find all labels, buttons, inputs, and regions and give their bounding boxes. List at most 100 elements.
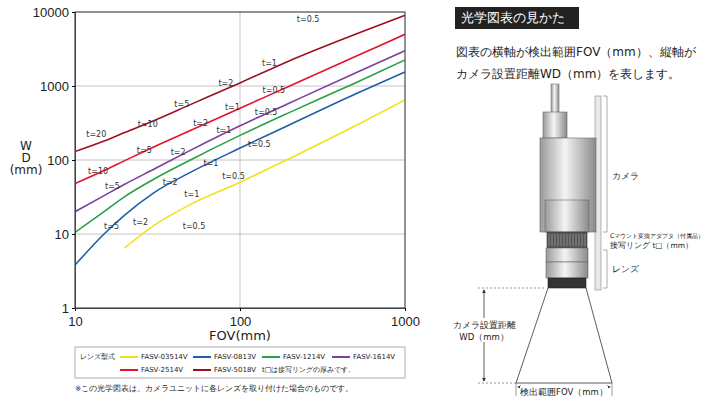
x-tick: 10: [68, 308, 82, 329]
y-tick: 100: [47, 153, 75, 168]
fov-edge: [586, 288, 612, 383]
legend-swatch: [193, 356, 211, 358]
thickness-label: t=1: [216, 126, 231, 135]
thickness-label: t=5: [137, 146, 152, 155]
thickness-label: t=0.5: [222, 172, 245, 181]
x-axis: 10 100 1000: [68, 308, 420, 329]
knurl: [576, 234, 577, 246]
y-tick: 1: [62, 301, 75, 316]
lens-bracket: [603, 250, 607, 288]
legend-box: [75, 347, 405, 378]
legend-label: FASV-2514V: [141, 366, 183, 374]
x-axis-line: [76, 309, 406, 312]
series-line: [75, 72, 405, 265]
plot-frame: [75, 12, 405, 308]
wd-label: WD（mm）: [459, 332, 509, 342]
y-axis: 1 10 100 1000 10000: [33, 5, 76, 316]
y-tick-mark: [72, 160, 75, 161]
wd-extension: [478, 383, 516, 384]
series-line: [75, 34, 405, 183]
explanation: 光学図表の見かた図表の横軸が検出範囲FOV（mm）、縦軸がカメラ設置距離WD（m…: [437, 7, 704, 398]
thickness-label: t=20: [86, 130, 106, 139]
y-tick: 10000: [33, 5, 75, 20]
y-tick-label: 10000: [33, 5, 69, 20]
wd-extension: [478, 288, 546, 289]
y-tick-label: 10: [55, 227, 69, 242]
thickness-label: t=5: [105, 182, 120, 191]
y-tick-label: 100: [47, 153, 69, 168]
fov-extension: [516, 383, 517, 396]
knurl: [573, 234, 574, 246]
fov-base: [516, 383, 612, 384]
camera-body: [540, 138, 596, 232]
thickness-label: t=0.5: [183, 222, 206, 231]
legend: レンズ型式FASV-03514VFASV-0813VFASV-1214VFASV…: [75, 347, 405, 378]
y-tick: 1000: [40, 79, 75, 94]
y-tick-mark: [72, 234, 75, 235]
legend-label: FASV-03514V: [141, 353, 188, 361]
legend-swatch: [262, 356, 280, 358]
legend-swatch: [332, 356, 350, 358]
description: 図表の横軸が検出範囲FOV（mm）、縦軸が: [456, 45, 697, 59]
y-tick-label: 1000: [40, 79, 69, 94]
thickness-label: t=10: [88, 167, 108, 176]
y-axis-title: (mm): [10, 163, 43, 177]
adapter-label: Cマウント変換アダプタ（付属品）: [610, 232, 704, 240]
legend-label: FASV-1614V: [353, 353, 395, 361]
connector: [543, 112, 567, 138]
fov-label-bg: [520, 386, 608, 398]
x-axis-title: FOV(mm): [209, 328, 271, 343]
knurl: [567, 234, 568, 246]
legend-label: FASV-5018V: [214, 366, 256, 374]
lens-label: レンズ: [612, 264, 640, 274]
x-tick-label: 100: [230, 314, 252, 329]
fov-label: 検出範囲FOV（mm）: [520, 387, 608, 397]
y-tick-label: 1: [62, 301, 69, 316]
heading: 光学図表の見かた: [461, 10, 565, 25]
legend-swatch: [193, 369, 211, 371]
thickness-label: t=0.5: [297, 15, 320, 24]
description: カメラ設置距離WD（mm）を表します。: [456, 67, 680, 81]
knurl: [582, 234, 583, 246]
legend-swatch: [120, 356, 138, 358]
camera-bracket: [603, 96, 607, 232]
series-line: [75, 15, 405, 151]
thickness-label: t=0.5: [248, 140, 271, 149]
wd-label-bg: [437, 330, 527, 342]
thickness-label: t=2: [163, 178, 178, 187]
grid: [75, 12, 405, 308]
thickness-label: t=1: [262, 59, 277, 68]
knurl: [555, 234, 556, 246]
thickness-label: t=5: [174, 100, 189, 109]
y-tick: 10: [55, 227, 75, 242]
legend-note: t□は接写リングの厚みです。: [262, 366, 355, 374]
series-line: [75, 60, 405, 232]
x-tick: 100: [230, 308, 252, 329]
knurl: [549, 234, 550, 246]
annotations: t=0.5 t=1 t=2 t=0.5 t=5 t=1 t=0.5 t=20 t=10 t=2 t=…: [86, 15, 319, 230]
legend-swatch: [120, 369, 138, 371]
adapter: [547, 232, 587, 248]
y-grid-line: [75, 234, 405, 235]
x-tick-label: 1000: [391, 314, 420, 329]
wd-label-bg: [437, 318, 527, 330]
knurl: [561, 234, 562, 246]
thickness-label: t=2: [133, 218, 148, 227]
lens-body: [546, 262, 588, 278]
cable: [551, 84, 559, 114]
series-line: [75, 51, 405, 212]
plot-background: [75, 12, 405, 308]
knurl: [585, 234, 586, 246]
x-tick-mark: [240, 308, 241, 311]
lens-front: [548, 278, 586, 288]
x-tick-label: 10: [68, 314, 82, 329]
y-tick-mark: [72, 86, 75, 87]
camera-label: カメラ: [612, 171, 639, 181]
figure: 101001000110100100010000FOV(mm)WD(mm)t=0…: [0, 0, 725, 398]
knurl: [552, 234, 553, 246]
knurl: [564, 234, 565, 246]
series-line: [125, 100, 405, 248]
legend-label: FASV-1214V: [283, 353, 325, 361]
x-tick-mark: [405, 308, 406, 311]
y-grid-line: [75, 86, 405, 87]
